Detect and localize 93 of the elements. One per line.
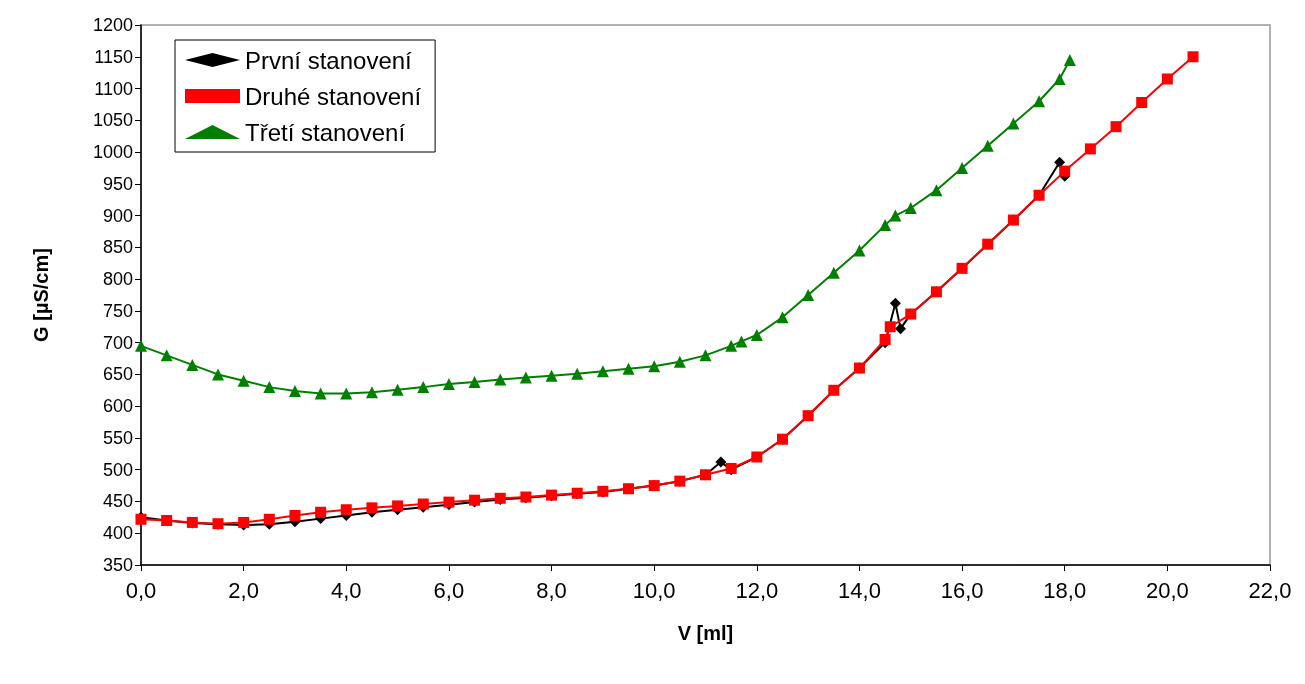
y-tick-label: 600 [102,396,133,417]
y-tick-label: 750 [102,300,133,321]
y-tick-label: 550 [102,427,133,448]
x-tick-label: 2,0 [228,577,259,603]
point [1161,73,1173,85]
point [211,368,224,381]
point [596,365,609,378]
point [571,367,584,380]
point [1059,165,1071,177]
x-tick-label: 12,0 [735,577,779,603]
point [1033,95,1046,108]
y-axis-title: G [µS/cm] [30,248,52,342]
point [930,184,943,197]
y-tick-label: 1000 [92,142,133,163]
point [263,513,275,525]
point [884,321,896,333]
point [289,509,301,521]
point [417,381,430,394]
point [981,139,994,152]
point [263,381,276,394]
point [622,362,635,375]
point [725,339,738,352]
point [879,333,891,345]
point [699,349,712,362]
point [1054,156,1066,168]
point [1136,97,1148,109]
point [895,323,907,335]
x-tick-label: 22,0 [1248,577,1292,603]
point [776,311,789,324]
point [160,349,173,362]
point [1110,121,1122,133]
legend-label: První stanovení [245,46,413,74]
x-tick-label: 0,0 [125,577,157,603]
point [314,387,327,400]
y-tick-label: 400 [102,523,133,544]
point [1187,51,1199,63]
y-tick-label: 1050 [92,110,133,131]
legend-label: Třetí stanovení [245,118,406,146]
y-tick-label: 1150 [94,46,133,67]
point [494,373,507,386]
y-tick-label: 700 [102,332,133,353]
y-tick-label: 850 [102,237,133,258]
x-tick-label: 14,0 [838,577,881,603]
point [237,374,250,387]
point [1084,143,1096,155]
point [956,161,969,174]
point [340,387,353,400]
point [802,289,815,301]
point [904,201,917,214]
point [186,358,199,371]
point [545,369,558,382]
point [750,329,763,342]
y-tick-label: 1200 [92,15,133,35]
y-tick-label: 350 [102,555,133,575]
point [519,371,532,384]
y-tick-label: 950 [102,173,133,194]
point [135,339,147,352]
legend-label: Druhé stanovení [245,82,422,110]
point [366,502,378,514]
x-tick-label: 6,0 [433,577,465,603]
x-tick-label: 10,0 [632,577,676,603]
point [853,244,866,257]
x-tick-label: 8,0 [536,577,567,603]
x-tick-label: 4,0 [330,577,362,603]
x-tick-label: 20,0 [1145,577,1189,603]
x-tick-label: 16,0 [940,577,984,603]
point [715,456,727,468]
point [288,384,301,397]
point [315,506,327,518]
y-tick-label: 1100 [94,78,133,99]
point [889,209,902,222]
y-tick-label: 800 [102,269,133,290]
point [735,335,748,348]
point [889,297,901,309]
point [1063,53,1076,66]
point [648,360,661,373]
x-axis-title: V [ml] [677,622,734,644]
point [879,219,892,232]
point [1053,73,1066,85]
point [391,383,404,396]
point [468,376,481,389]
point [1007,117,1020,130]
point [673,355,686,368]
y-tick-label: 500 [102,459,133,480]
point [365,386,378,399]
y-tick-label: 450 [102,491,133,512]
x-tick-label: 18,0 [1043,577,1087,603]
point [392,500,404,512]
y-tick-label: 900 [102,205,133,226]
point [340,504,352,516]
y-tick-label: 650 [102,364,133,385]
point [442,377,455,390]
point [827,266,840,279]
